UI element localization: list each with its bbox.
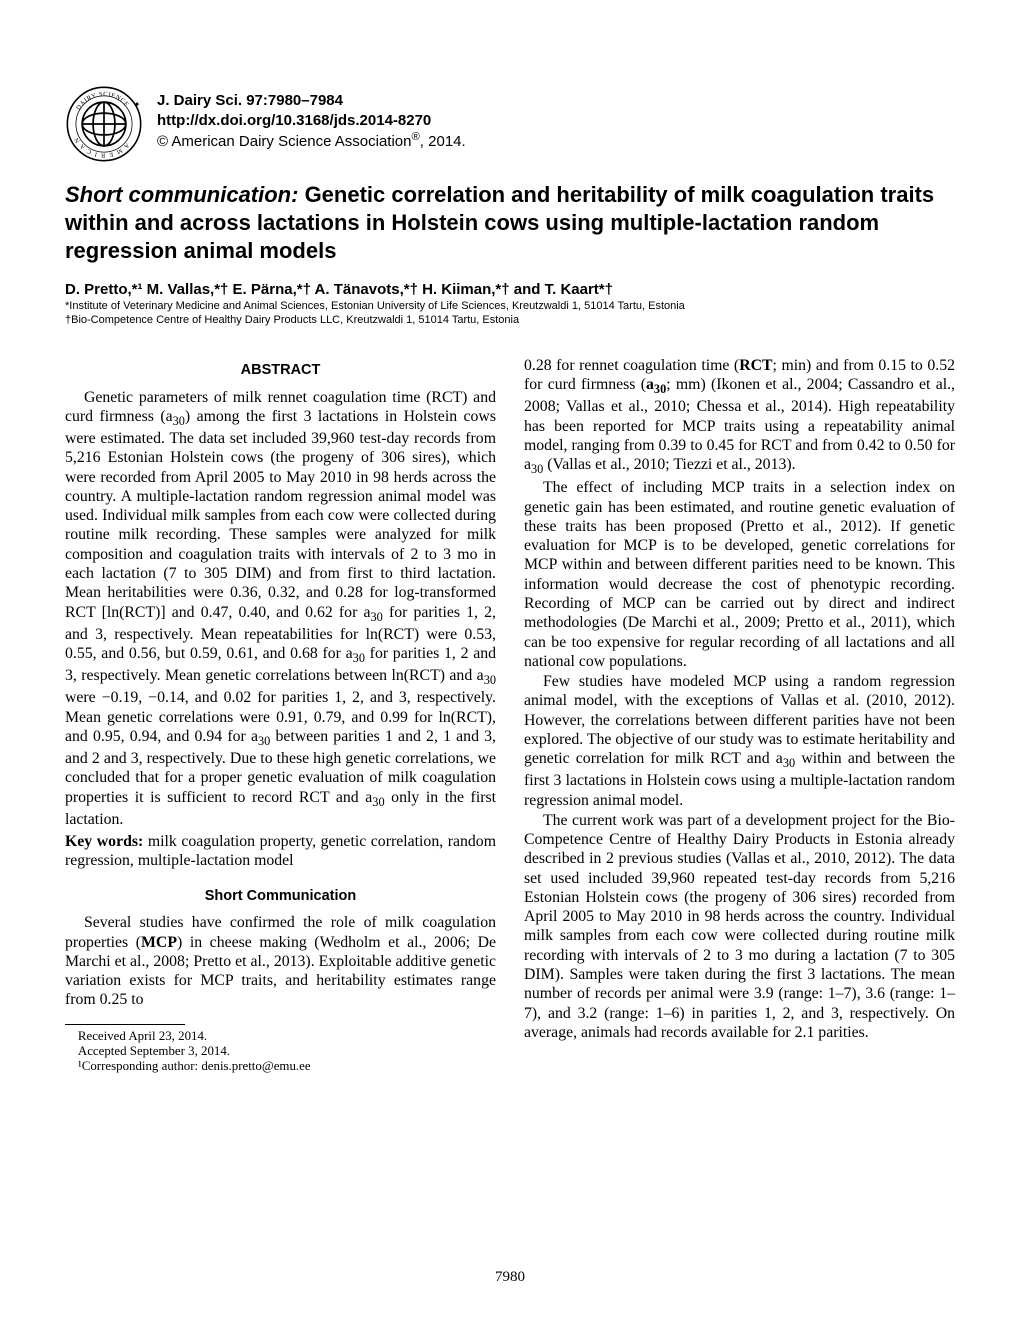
footnote-accepted: Accepted September 3, 2014.	[65, 1044, 496, 1059]
shortcomm-paragraph-1: Several studies have confirmed the role …	[65, 913, 496, 1009]
right-paragraph-3: Few studies have modeled MCP using a ran…	[524, 672, 955, 810]
affiliation-2: †Bio-Competence Centre of Healthy Dairy …	[65, 314, 955, 328]
article-title: Short communication: Genetic correlation…	[65, 181, 955, 265]
right-paragraph-2: The effect of including MCP traits in a …	[524, 478, 955, 671]
footnote-rule	[65, 1024, 185, 1025]
journal-logo: DAIRY SCIENCE A M E R I C A N ✦	[65, 85, 143, 163]
page-number: 7980	[0, 1269, 1020, 1286]
affiliations: *Institute of Veterinary Medicine and An…	[65, 300, 955, 328]
title-prefix: Short communication:	[65, 182, 298, 207]
journal-info: J. Dairy Sci. 97:7980–7984 http://dx.doi…	[157, 85, 466, 152]
affiliation-1: *Institute of Veterinary Medicine and An…	[65, 300, 955, 314]
right-paragraph-4: The current work was part of a developme…	[524, 811, 955, 1042]
footnote-received: Received April 23, 2014.	[65, 1029, 496, 1044]
svg-text:✦: ✦	[134, 100, 141, 109]
journal-doi: http://dx.doi.org/10.3168/jds.2014-8270	[157, 111, 466, 131]
shortcomm-heading: Short Communication	[65, 888, 496, 906]
footnote-corresponding: ¹Corresponding author: denis.pretto@emu.…	[65, 1059, 496, 1074]
journal-copyright: © American Dairy Science Association®, 2…	[157, 130, 466, 152]
body-columns: ABSTRACT Genetic parameters of milk renn…	[65, 356, 955, 1074]
journal-citation: J. Dairy Sci. 97:7980–7984	[157, 91, 466, 111]
abstract-heading: ABSTRACT	[65, 362, 496, 380]
right-paragraph-1: 0.28 for rennet coagulation time (RCT; m…	[524, 356, 955, 477]
abstract-paragraph: Genetic parameters of milk rennet coagul…	[65, 388, 496, 829]
journal-header: DAIRY SCIENCE A M E R I C A N ✦ J. Dairy…	[65, 85, 955, 163]
authors: D. Pretto,*¹ M. Vallas,*† E. Pärna,*† A.…	[65, 281, 955, 298]
footnotes: Received April 23, 2014. Accepted Septem…	[65, 1029, 496, 1075]
column-left: ABSTRACT Genetic parameters of milk renn…	[65, 356, 496, 1074]
keywords: Key words: milk coagulation property, ge…	[65, 832, 496, 871]
column-right: 0.28 for rennet coagulation time (RCT; m…	[524, 356, 955, 1074]
